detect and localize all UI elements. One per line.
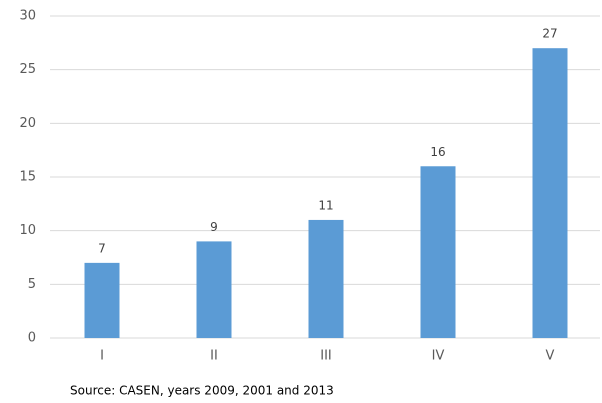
bar [196, 241, 232, 338]
y-tick-label: 20 [19, 116, 36, 131]
bar [420, 166, 456, 338]
value-label: 16 [430, 145, 445, 159]
x-tick-label: I [100, 349, 104, 364]
y-tick-label: 15 [19, 170, 36, 185]
value-label: 9 [210, 220, 218, 234]
y-tick-label: 25 [19, 62, 36, 77]
value-label: 7 [98, 241, 106, 255]
y-tick-label: 30 [19, 9, 36, 24]
y-tick-label: 10 [19, 223, 36, 238]
x-tick-label: II [210, 349, 218, 364]
y-tick-label: 5 [28, 277, 36, 292]
x-tick-label: III [320, 349, 332, 364]
value-label: 11 [318, 198, 333, 212]
bar [532, 48, 568, 338]
bar [84, 262, 120, 338]
x-tick-label: V [546, 349, 555, 364]
source-note: Source: CASEN, years 2009, 2001 and 2013 [70, 384, 334, 398]
y-tick-label: 0 [28, 331, 36, 346]
value-label: 27 [542, 27, 557, 41]
x-tick-label: IV [432, 349, 445, 364]
bar [308, 219, 344, 338]
